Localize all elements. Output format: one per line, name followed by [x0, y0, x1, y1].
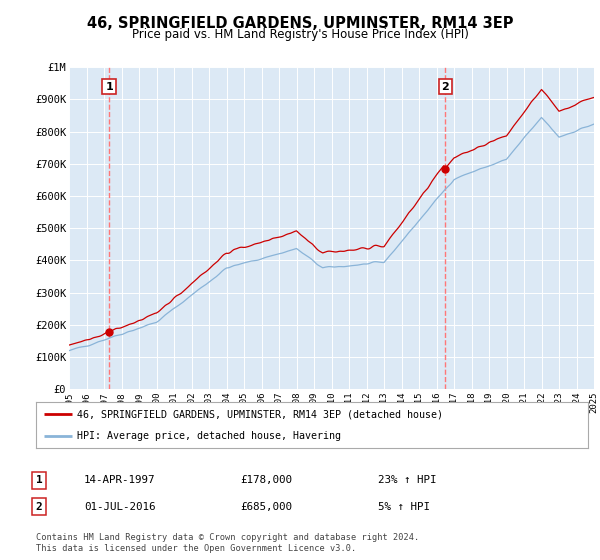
Text: 14-APR-1997: 14-APR-1997 — [84, 475, 155, 486]
Text: 1: 1 — [35, 475, 43, 486]
Text: Price paid vs. HM Land Registry's House Price Index (HPI): Price paid vs. HM Land Registry's House … — [131, 28, 469, 41]
Text: 2: 2 — [442, 82, 449, 91]
Text: HPI: Average price, detached house, Havering: HPI: Average price, detached house, Have… — [77, 431, 341, 441]
Text: 2: 2 — [35, 502, 43, 512]
Text: 01-JUL-2016: 01-JUL-2016 — [84, 502, 155, 512]
Text: Contains HM Land Registry data © Crown copyright and database right 2024.
This d: Contains HM Land Registry data © Crown c… — [36, 533, 419, 553]
Text: 5% ↑ HPI: 5% ↑ HPI — [378, 502, 430, 512]
Text: £685,000: £685,000 — [240, 502, 292, 512]
Text: 46, SPRINGFIELD GARDENS, UPMINSTER, RM14 3EP: 46, SPRINGFIELD GARDENS, UPMINSTER, RM14… — [87, 16, 513, 31]
Text: 1: 1 — [105, 82, 113, 91]
Text: £178,000: £178,000 — [240, 475, 292, 486]
Text: 23% ↑ HPI: 23% ↑ HPI — [378, 475, 437, 486]
Text: 46, SPRINGFIELD GARDENS, UPMINSTER, RM14 3EP (detached house): 46, SPRINGFIELD GARDENS, UPMINSTER, RM14… — [77, 409, 443, 419]
